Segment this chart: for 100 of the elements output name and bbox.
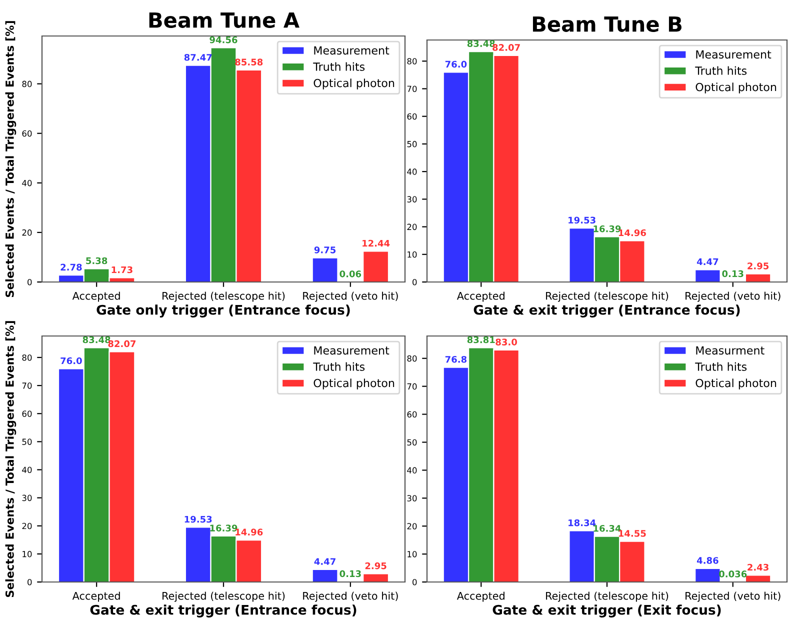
y-tick-label: 60	[22, 410, 32, 417]
data-label: 4.86	[696, 557, 718, 564]
y-tick-label: 20	[22, 522, 32, 530]
data-label: 0.13	[340, 570, 361, 578]
data-label: 16.39	[594, 225, 621, 232]
y-tick-label: 30	[407, 495, 417, 502]
x-axis-title: Gate & exit trigger (Entrance focus)	[474, 304, 740, 318]
y-tick-label: 20	[407, 523, 417, 530]
y-tick-label: 0	[412, 578, 417, 586]
legend-label: Truth hits	[313, 62, 365, 71]
y-tick-label: 10	[22, 550, 32, 558]
data-label: 0.06	[340, 270, 362, 278]
data-label: 14.55	[618, 530, 646, 537]
x-tick-label: Rejected (telescope hit)	[162, 292, 285, 302]
data-label: 76.0	[445, 60, 467, 68]
y-tick-label: 0	[412, 278, 417, 286]
data-label: 19.53	[568, 216, 596, 224]
y-tick-label: 40	[407, 168, 417, 175]
y-tick-label: 60	[407, 113, 417, 120]
data-label: 83.48	[467, 40, 495, 47]
x-axis-title: Gate & exit trigger (Entrance focus)	[90, 604, 356, 618]
bar	[312, 257, 338, 282]
data-label: 82.07	[108, 340, 136, 348]
y-tick-label: 70	[407, 383, 417, 390]
chart-title: Beam Tune A	[149, 12, 300, 28]
data-label: 16.39	[210, 524, 238, 532]
x-tick-label: Accepted	[72, 592, 120, 602]
y-axis-title: Selected Events / Total Triggered Events [%]	[5, 321, 16, 598]
x-tick-label: Rejected (veto hit)	[686, 292, 780, 302]
y-axis-title: Selected Events / Total Triggered Events [%]	[5, 21, 16, 298]
legend-label: Optical photon	[314, 378, 394, 390]
data-label: 2.43	[748, 564, 768, 571]
data-label: 4.47	[696, 258, 718, 266]
x-tick-label: Rejected (veto hit)	[303, 292, 398, 302]
data-label: 76.0	[60, 357, 82, 364]
data-label: 83.0	[496, 338, 518, 346]
y-tick-label: 60	[407, 411, 417, 418]
y-tick-label: 80	[407, 355, 417, 362]
data-label: 18.34	[568, 519, 596, 526]
data-label: 83.81	[467, 336, 495, 344]
x-axis-title: Gate only trigger (Entrance focus)	[96, 304, 350, 318]
x-tick-label: Rejected (telescope hit)	[162, 592, 285, 602]
data-label: 83.48	[82, 336, 110, 344]
x-tick-label: Accepted	[456, 292, 504, 302]
x-tick-label: Rejected (telescope hit)	[546, 592, 668, 602]
data-label: 76.8	[445, 356, 467, 363]
data-label: 4.47	[314, 558, 336, 565]
y-tick-label: 80	[407, 58, 417, 64]
y-tick-label: 80	[22, 354, 32, 361]
y-tick-label: 30	[407, 196, 417, 202]
x-tick-label: Rejected (veto hit)	[686, 592, 780, 602]
bar	[362, 573, 390, 582]
x-tick-label: Accepted	[456, 592, 504, 602]
legend-label: Measurment	[696, 346, 764, 355]
x-axis-title: Gate & exit trigger (Exit focus)	[492, 604, 721, 618]
legend-label: Truth hits	[695, 362, 747, 371]
x-tick-label: Accepted	[72, 292, 120, 302]
data-label: 9.75	[314, 246, 336, 254]
y-tick-label: 0	[28, 278, 32, 286]
bar	[312, 568, 338, 582]
data-label: 12.44	[362, 240, 390, 247]
data-label: 16.34	[594, 524, 621, 532]
x-tick-label: Rejected (telescope hit)	[546, 292, 668, 302]
y-tick-label: 80	[22, 80, 32, 88]
legend-label: Measurement	[314, 46, 390, 55]
y-tick-label: 70	[407, 86, 417, 92]
y-tick-label: 60	[22, 130, 32, 137]
bar	[744, 273, 772, 282]
data-label: 5.38	[86, 257, 108, 264]
y-tick-label: 30	[22, 494, 32, 502]
legend-label: Optical photon	[314, 78, 394, 90]
y-tick-label: 40	[22, 180, 32, 186]
y-tick-label: 10	[408, 251, 417, 258]
bar	[694, 568, 721, 582]
data-label: 14.96	[618, 229, 646, 236]
y-tick-label: 20	[22, 229, 32, 236]
data-label: 2.95	[365, 562, 386, 570]
legend-label: Optical photon	[696, 378, 776, 390]
data-label: 14.96	[236, 528, 263, 536]
bar	[362, 250, 390, 282]
y-tick-label: 40	[407, 467, 417, 474]
legend-label: Truth hits	[313, 362, 365, 371]
y-tick-label: 50	[407, 439, 417, 446]
bar	[694, 269, 721, 282]
data-label: 0.13	[722, 270, 744, 278]
data-label: 19.53	[184, 516, 212, 523]
y-tick-label: 70	[22, 382, 32, 389]
y-tick-label: 20	[407, 224, 417, 230]
legend-label: Optical photon	[696, 82, 776, 94]
y-tick-label: 10	[408, 551, 417, 558]
x-tick-label: Rejected (veto hit)	[303, 592, 398, 602]
data-label: 82.07	[492, 44, 520, 51]
y-tick-label: 40	[22, 466, 32, 474]
y-tick-label: 0	[28, 578, 32, 586]
y-tick-label: 50	[22, 438, 32, 445]
y-tick-label: 50	[407, 140, 417, 148]
data-label: 2.95	[748, 262, 769, 270]
data-label: 2.78	[60, 264, 82, 271]
chart-title: Beam Tune B	[532, 16, 682, 32]
legend-label: Measurement	[696, 50, 772, 59]
